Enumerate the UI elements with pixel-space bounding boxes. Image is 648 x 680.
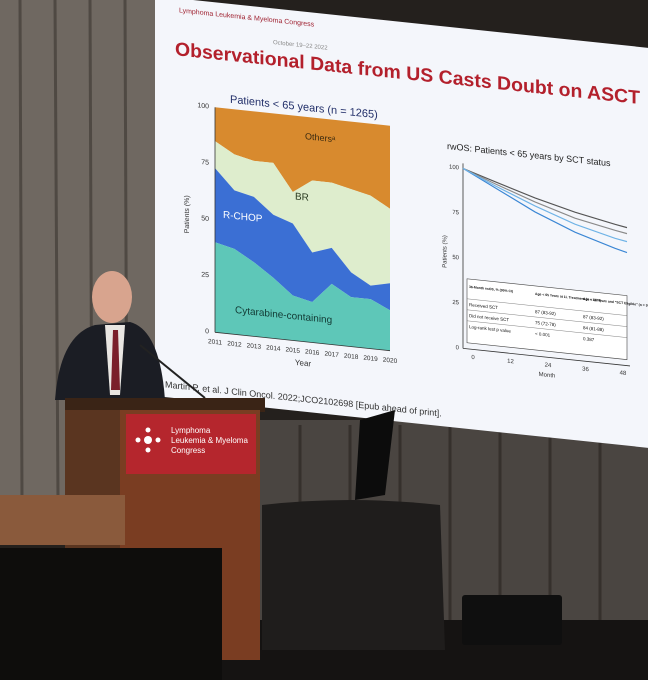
table-cell: 84 (81-88) <box>583 325 604 332</box>
slide: Lymphoma Leukemia & Myeloma Congress Oct… <box>155 0 648 448</box>
y-tick-label: 0 <box>205 328 209 335</box>
area-label: R-CHOP <box>223 210 263 225</box>
draped-table <box>262 500 445 650</box>
right-y-ticks: 0 25 50 75 100 <box>449 165 460 352</box>
right-x-label: Month <box>539 372 556 380</box>
podium-logo-panel <box>126 414 256 474</box>
y-tick-label: 25 <box>452 300 459 307</box>
left-y-label: Patients (%) <box>184 195 191 234</box>
x-tick-label: 2011 <box>208 338 222 346</box>
table-cell: < 0.001 <box>535 331 551 338</box>
foreground-box <box>0 548 222 680</box>
slide-date: October 19–22 2022 <box>273 40 328 52</box>
table-cell: Log-rank test p value <box>469 324 511 333</box>
podium-logo-text: Lymphoma <box>171 426 211 435</box>
speaker-head <box>92 271 132 323</box>
survival-table: 36-Month rwOS, % (95% CI) Age < 65 Years … <box>466 278 648 360</box>
podium-top <box>65 398 265 412</box>
x-tick-label: 2012 <box>227 340 242 349</box>
km-curve <box>462 167 628 235</box>
x-tick-label: 12 <box>507 359 514 366</box>
table-header: Age < 65 Years and "SCT Eligible" (n = 9… <box>583 297 648 308</box>
y-tick-label: 50 <box>452 255 459 262</box>
y-tick-label: 75 <box>201 159 209 167</box>
table-cell: 87 (83-92) <box>535 309 556 316</box>
km-curve <box>462 167 628 254</box>
speaker <box>55 271 206 400</box>
y-tick-label: 0 <box>456 345 460 351</box>
table-cell: Received SCT <box>469 302 498 310</box>
speaker-tie <box>111 330 120 390</box>
table-cell: 75 (72-78) <box>535 320 556 327</box>
km-curve <box>462 167 628 229</box>
microphone <box>139 344 206 399</box>
table-header: Age < 65 Years at 1L Treatment (n = 1274… <box>535 292 601 303</box>
x-tick-label: 2019 <box>363 355 378 364</box>
podium-logo-mark <box>135 427 161 453</box>
right-y-label: Patients (%) <box>443 235 449 268</box>
area-label: Othersᵃ <box>305 131 336 144</box>
x-tick-label: 2013 <box>247 342 262 351</box>
speaker-box <box>462 595 562 645</box>
table-rule <box>467 298 627 316</box>
left-x-label: Year <box>295 358 311 369</box>
x-tick-label: 0 <box>471 355 475 361</box>
area-label: BR <box>295 191 309 203</box>
y-tick-label: 75 <box>452 210 459 217</box>
x-tick-label: 2020 <box>383 357 398 366</box>
table-cell: 87 (83-92) <box>583 314 604 321</box>
x-tick-label: 2016 <box>305 348 320 357</box>
x-tick-label: 2014 <box>266 344 281 353</box>
side-table <box>0 495 125 545</box>
y-tick-label: 100 <box>449 165 460 172</box>
km-curve <box>462 167 628 243</box>
x-tick-label: 2017 <box>324 351 339 360</box>
area-rchop <box>215 168 390 311</box>
area-br <box>215 141 390 286</box>
table-rule <box>467 320 627 338</box>
area-others <box>215 107 390 209</box>
y-tick-label: 100 <box>197 102 209 110</box>
left-x-ticks: 2011 2012 2013 2014 2015 2016 2017 2018 2019 2020 <box>208 338 398 365</box>
x-tick-label: 24 <box>545 363 552 370</box>
y-tick-label: 25 <box>201 271 209 279</box>
x-tick-label: 2015 <box>286 346 301 355</box>
right-x-ticks: 0 12 24 36 48 <box>471 355 627 377</box>
podium-logo-text: Congress <box>171 446 205 455</box>
area-cytarabine <box>215 242 390 351</box>
x-tick-label: 48 <box>620 370 627 377</box>
table-box <box>466 278 628 360</box>
left-y-ticks: 0 25 50 75 100 <box>197 102 209 335</box>
left-x-axis <box>215 331 390 352</box>
table-cell: Did not receive SCT <box>469 313 509 322</box>
right-x-axis <box>463 347 630 367</box>
podium-logo-text: Leukemia & Myeloma <box>171 436 248 445</box>
y-tick-label: 50 <box>201 215 209 223</box>
table-rule <box>467 309 627 327</box>
monitor <box>355 410 395 500</box>
x-tick-label: 36 <box>582 366 589 373</box>
x-tick-label: 2018 <box>344 353 359 362</box>
table-cell: 0.387 <box>583 336 595 342</box>
table-header: 36-Month rwOS, % (95% CI) <box>469 285 513 294</box>
